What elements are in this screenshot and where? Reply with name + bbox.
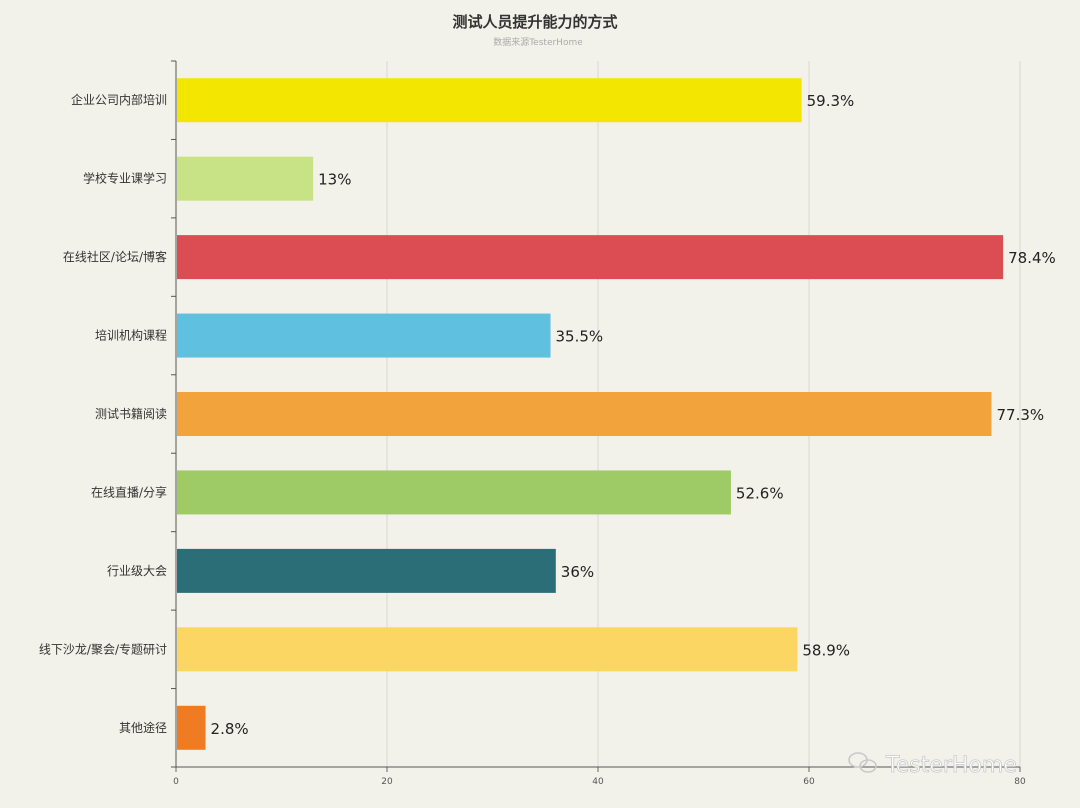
category-label: 其他途径 — [119, 720, 167, 735]
data-label: 2.8% — [211, 720, 249, 738]
bar — [177, 235, 1004, 280]
category-label: 培训机构课程 — [95, 328, 167, 343]
category-label: 企业公司内部培训 — [71, 92, 167, 107]
category-label: 在线直播/分享 — [91, 484, 167, 499]
category-label: 测试书籍阅读 — [95, 406, 167, 421]
watermark: TesterHome — [848, 752, 1017, 778]
data-label: 52.6% — [736, 484, 784, 502]
x-tick-label: 80 — [1014, 777, 1026, 787]
bar — [177, 392, 992, 436]
watermark-text: TesterHome — [885, 753, 1017, 778]
bar — [177, 548, 556, 593]
category-label: 在线社区/论坛/博客 — [63, 249, 167, 264]
bar — [177, 156, 314, 201]
data-label: 59.3% — [807, 92, 855, 110]
bar — [177, 78, 802, 123]
data-label: 35.5% — [556, 328, 604, 346]
chart-title: 测试人员提升能力的方式 — [452, 13, 617, 31]
data-label: 58.9% — [802, 641, 850, 659]
chart-subtitle: 数据来源TesterHome — [493, 36, 583, 48]
category-label: 线下沙龙/聚会/专题研讨 — [39, 641, 167, 656]
data-label: 78.4% — [1008, 249, 1056, 267]
bar — [177, 313, 551, 358]
wechat-icon — [848, 752, 877, 773]
bar — [177, 627, 798, 672]
data-label: 77.3% — [997, 406, 1045, 424]
bar — [177, 470, 731, 515]
category-label: 学校专业课学习 — [83, 171, 167, 186]
x-tick-label: 40 — [592, 777, 604, 787]
data-label: 13% — [318, 171, 351, 189]
bar — [177, 705, 206, 750]
x-tick-label: 20 — [381, 777, 393, 787]
data-label: 36% — [561, 563, 594, 581]
category-label: 行业级大会 — [107, 564, 167, 578]
x-tick-label: 60 — [803, 777, 815, 787]
x-tick-label: 0 — [173, 777, 179, 787]
